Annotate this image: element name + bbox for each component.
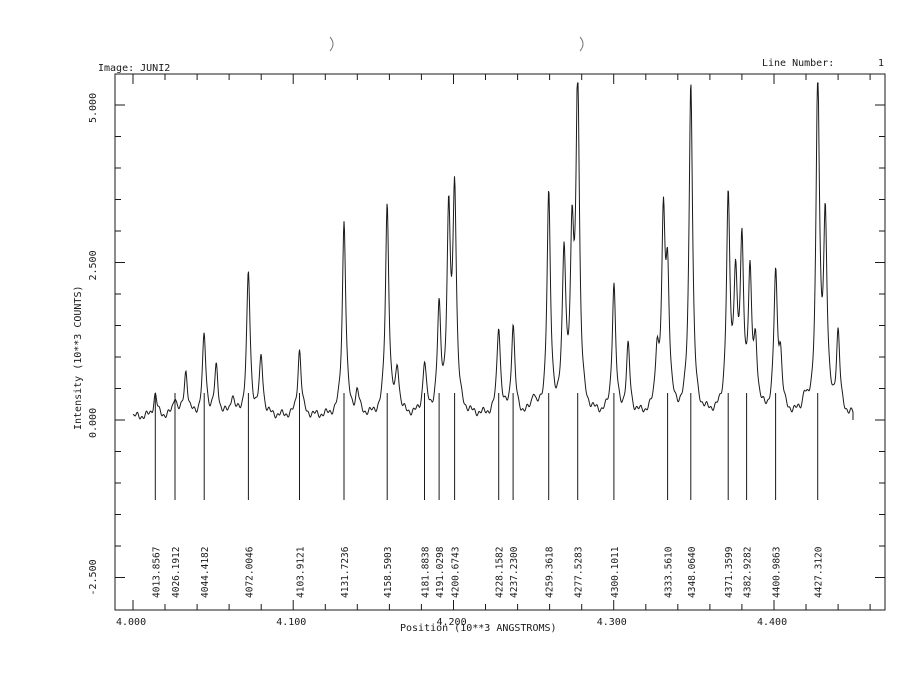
line-marker-label: 4259.3618 <box>545 546 556 598</box>
line-markers: 4013.8567 4026.1912 4044.4182 4072.0046 4103… <box>151 393 825 598</box>
line-marker-label: 4277.5283 <box>574 547 585 598</box>
y-axis-label: Intensity (10**3 COUNTS) <box>73 286 84 431</box>
line-marker-label: 4103.9121 <box>296 546 307 598</box>
image-label: Image: JUNI2 <box>98 63 170 74</box>
line-marker-label: 4333.5610 <box>664 546 675 598</box>
line-marker-label: 4382.9282 <box>743 547 754 598</box>
punch-hole-mark-right <box>579 36 584 52</box>
line-marker-label: 4200.6743 <box>451 547 462 598</box>
y-tick-label: 0.000 <box>88 408 99 438</box>
line-marker-label: 4400.9863 <box>772 547 783 598</box>
line-marker-label: 4348.0640 <box>687 546 698 598</box>
x-tick-label: 4.300 <box>597 617 627 628</box>
x-tick-label: 4.000 <box>116 617 146 628</box>
y-tick-label: 5.000 <box>88 93 99 123</box>
line-marker-label: 4044.4182 <box>200 547 211 598</box>
y-tick-label: -2.500 <box>88 559 99 595</box>
line-marker-label: 4228.1582 <box>495 547 506 598</box>
x-axis-label: Position (10**3 ANGSTROMS) <box>400 623 557 634</box>
line-marker-label: 4158.5903 <box>383 547 394 598</box>
line-marker-label: 4013.8567 <box>151 547 162 598</box>
x-tick-label: 4.200 <box>437 617 467 628</box>
line-marker-label: 4026.1912 <box>171 547 182 598</box>
x-tick-labels: 4.000 4.100 4.200 4.300 4.400 <box>116 617 787 628</box>
line-marker-label: 4237.2300 <box>509 546 520 598</box>
punch-hole-mark-left <box>329 36 334 52</box>
y-tick-label: 2.500 <box>88 250 99 280</box>
y-tick-labels: -2.500 0.000 2.500 5.000 <box>88 93 99 596</box>
spectrum-line <box>132 82 854 420</box>
line-marker-label: 4300.1011 <box>610 546 621 598</box>
x-axis-ticks <box>132 74 871 610</box>
x-tick-label: 4.400 <box>757 617 787 628</box>
line-number-label: Line Number: <box>762 58 834 69</box>
line-number-value: 1 <box>878 58 884 69</box>
x-tick-label: 4.100 <box>276 617 306 628</box>
line-marker-label: 4427.3120 <box>814 546 825 598</box>
line-marker-label: 4181.8838 <box>421 546 432 598</box>
plot-frame <box>114 73 886 611</box>
line-marker-label: 4191.0298 <box>435 546 446 598</box>
line-marker-label: 4072.0046 <box>244 546 255 598</box>
line-marker-label: 4131.7236 <box>340 546 351 598</box>
y-axis-ticks <box>115 104 885 578</box>
line-marker-label: 4371.3599 <box>724 546 735 598</box>
